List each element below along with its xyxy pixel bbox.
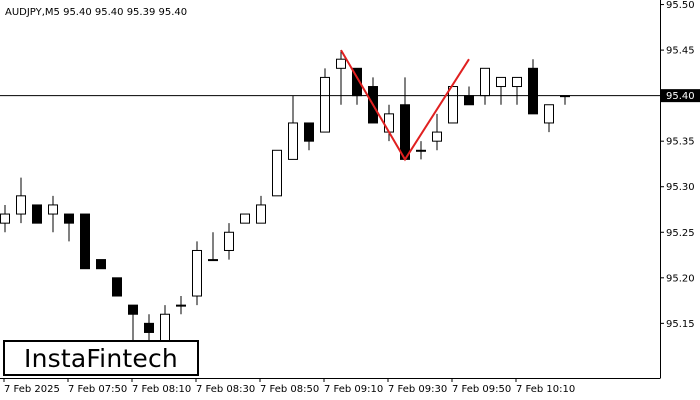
candles-layer <box>0 50 570 351</box>
y-tick-label: 95.25 <box>666 228 695 239</box>
x-tick-label: 7 Feb 09:30 <box>388 384 447 395</box>
candle-body-bearish <box>144 322 154 333</box>
x-tick-label: 7 Feb 08:50 <box>260 384 319 395</box>
candle-body-bullish <box>320 76 330 133</box>
candle <box>304 122 314 151</box>
candle-body-bullish <box>176 304 186 307</box>
y-tick-label: 95.15 <box>666 319 695 330</box>
candle-body-bullish <box>240 213 250 224</box>
candle <box>192 241 202 306</box>
candle-body-bullish <box>0 213 10 224</box>
candle-body-bearish <box>528 67 538 115</box>
candle <box>288 95 298 160</box>
candle-body-bullish <box>544 104 554 124</box>
candle <box>320 68 330 133</box>
candle-body-bullish <box>432 131 442 142</box>
candle <box>176 296 186 315</box>
candle <box>448 86 458 124</box>
candle <box>256 195 266 224</box>
candle-body-bearish <box>304 122 314 142</box>
x-tick-label: 7 Feb 07:50 <box>68 384 127 395</box>
instafintech-logo: InstaFintech <box>3 340 199 376</box>
x-tick-label: 7 Feb 09:10 <box>324 384 383 395</box>
y-tick-label: 95.45 <box>666 46 695 57</box>
candle <box>272 149 282 197</box>
x-tick-label: 7 Feb 2025 <box>4 384 60 395</box>
candle-body-bullish <box>496 76 506 88</box>
candle-body-bearish <box>64 213 74 224</box>
candle <box>224 223 234 260</box>
candle <box>240 213 250 224</box>
candle <box>544 104 554 133</box>
candle-body-bullish <box>160 313 170 343</box>
candle <box>32 204 42 224</box>
candle <box>0 204 10 233</box>
candle <box>48 195 58 233</box>
current-price-badge: 95.40 <box>661 89 700 103</box>
candle <box>528 59 538 115</box>
candle-body-bullish <box>224 231 234 251</box>
x-tick-label: 7 Feb 10:10 <box>516 384 575 395</box>
y-tick-label: 95.50 <box>666 0 695 11</box>
candle-body-bearish <box>400 104 410 160</box>
candle-body-bearish <box>80 213 90 270</box>
candle-body-bullish <box>416 149 426 152</box>
candle <box>16 177 26 224</box>
candle-body-bullish <box>48 204 58 215</box>
logo-text: InstaFintech <box>24 343 178 373</box>
candle-body-bearish <box>32 204 42 224</box>
candle-body-bullish <box>208 259 218 262</box>
candle-body-bullish <box>272 149 282 197</box>
candle-body-bullish <box>448 86 458 124</box>
y-tick-label: 95.20 <box>666 273 695 284</box>
candle <box>112 277 122 297</box>
y-axis: 95.50 95.45 95.35 95.30 95.25 95.20 95.15 <box>660 0 695 330</box>
candle-body-bullish <box>480 67 490 97</box>
candle-body-bearish <box>96 259 106 270</box>
y-tick-label: 95.35 <box>666 137 695 148</box>
candle-body-bearish <box>464 95 474 106</box>
candle-body-bearish <box>128 304 138 315</box>
candle <box>416 141 426 160</box>
plot-area <box>0 0 660 378</box>
candle-body-bullish <box>512 76 522 88</box>
candle-body-bullish <box>336 58 346 69</box>
candle <box>80 213 90 270</box>
candle-body-bullish <box>16 195 26 215</box>
candle-body-bullish <box>384 113 394 133</box>
candle <box>96 259 106 270</box>
double-top-pattern-line <box>340 49 470 162</box>
candle-body-bullish <box>288 122 298 160</box>
candle <box>496 76 506 105</box>
x-tick-label: 7 Feb 08:10 <box>132 384 191 395</box>
candle <box>208 232 218 262</box>
candle-body-bullish <box>256 204 266 224</box>
x-tick-label: 7 Feb 09:50 <box>452 384 511 395</box>
symbol-info: AUDJPY,M5 95.40 95.40 95.39 95.40 <box>5 7 187 18</box>
x-tick-label: 7 Feb 08:30 <box>196 384 255 395</box>
y-tick-label: 95.30 <box>666 182 695 193</box>
candle <box>432 113 442 151</box>
x-axis: 7 Feb 2025 7 Feb 07:50 7 Feb 08:10 7 Feb 08… <box>3 378 575 395</box>
current-price-label: 95.40 <box>666 91 695 102</box>
candle <box>64 213 74 242</box>
candle <box>512 76 522 105</box>
candle-body-bullish <box>192 249 202 297</box>
candle-body-bearish <box>112 277 122 297</box>
